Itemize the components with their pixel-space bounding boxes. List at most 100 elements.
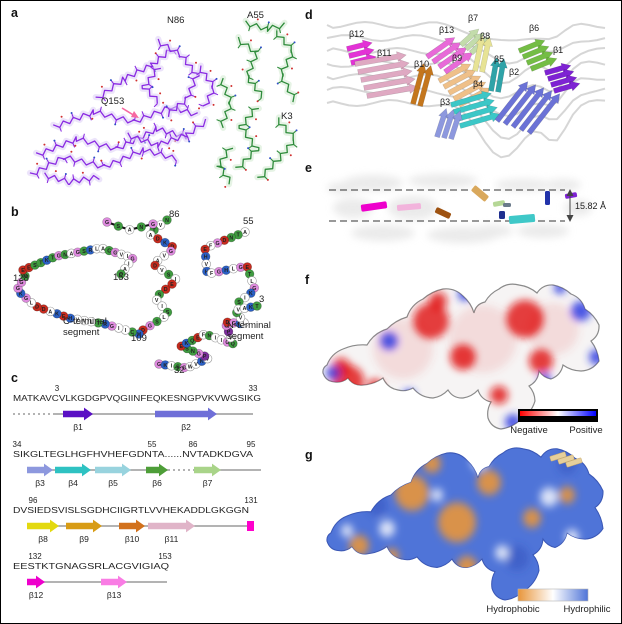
chain-end-cap (247, 521, 254, 531)
strand-arrow-β5 (95, 463, 131, 477)
svg-text:G: G (131, 256, 135, 262)
svg-text:S: S (167, 272, 171, 278)
svg-text:G: G (225, 340, 229, 346)
svg-text:E: E (196, 335, 200, 341)
panel-c-sequence-topology: 3 33MATKAVCVLKGDGPVQGIINFEQKESNGPVKVWGSIK… (13, 384, 261, 600)
svg-text:G: G (232, 321, 236, 327)
svg-text:L: L (162, 315, 166, 321)
svg-text:S: S (117, 224, 121, 230)
hydrophobicity-scalebar (517, 588, 589, 602)
svg-text:E: E (27, 265, 31, 271)
svg-text:H: H (137, 332, 141, 338)
svg-text:S: S (166, 310, 170, 316)
svg-text:A: A (149, 233, 153, 239)
panel-f-electrostatic-surface: Negative Positive (322, 283, 603, 436)
svg-text:I: I (125, 328, 127, 334)
svg-text:L: L (232, 267, 236, 273)
svg-text:F: F (202, 333, 206, 339)
electrostatic-surface-blob (322, 283, 600, 430)
svg-text:P: P (227, 330, 231, 336)
svg-text:A: A (70, 251, 74, 257)
residue-number-3: 3 (259, 294, 264, 305)
svg-text:S: S (237, 300, 241, 306)
seq-number: 96 (29, 496, 38, 505)
svg-text:R: R (103, 322, 107, 328)
svg-text:V: V (239, 316, 243, 322)
svg-text:S: S (158, 292, 162, 298)
svg-text:S: S (155, 319, 159, 325)
svg-text:V: V (159, 223, 163, 229)
ribbon-strand-label-β7: β7 (468, 13, 478, 23)
svg-text:D: D (42, 307, 46, 313)
svg-text:G: G (157, 362, 161, 368)
svg-text:E: E (62, 314, 66, 320)
svg-text:L: L (95, 247, 99, 253)
ribbon-strand-label-β4: β4 (473, 79, 483, 89)
panel-f-label: f (305, 273, 310, 287)
strand-label-β12: β12 (29, 590, 44, 600)
seq-number: 153 (158, 552, 172, 561)
electrostatic-scalebar-gradient (520, 411, 596, 416)
svg-text:T: T (97, 321, 101, 327)
svg-text:A: A (123, 267, 127, 273)
svg-text:F: F (209, 244, 213, 250)
svg-text:N: N (139, 225, 143, 231)
panel-d-label: d (305, 8, 313, 22)
svg-text:S: S (185, 347, 189, 353)
strand-label-β6: β6 (152, 478, 162, 488)
svg-text:H: H (204, 255, 208, 261)
svg-text:V: V (206, 357, 210, 363)
svg-text:P: P (203, 354, 207, 360)
strand-arrow-β6 (146, 463, 168, 477)
panel-a-density-model: N86 A55 Q153 K3 (26, 10, 300, 188)
strand-label-β8: β8 (38, 534, 48, 544)
svg-text:E: E (179, 344, 183, 350)
strand-label-β13: β13 (107, 590, 122, 600)
seq-number: 131 (244, 496, 258, 505)
strand-arrow-β10 (119, 519, 145, 533)
svg-text:G: G (24, 296, 28, 302)
strand-label-β4: β4 (68, 478, 78, 488)
svg-text:K: K (45, 258, 49, 264)
svg-text:G: G (197, 352, 201, 358)
svg-text:V: V (236, 307, 240, 313)
svg-text:A: A (128, 228, 132, 234)
strand-label-β2: β2 (181, 422, 191, 432)
svg-text:E: E (246, 265, 250, 271)
svg-text:G: G (252, 286, 256, 292)
svg-text:G: G (182, 365, 186, 371)
svg-text:R: R (88, 248, 92, 254)
svg-text:K: K (185, 341, 189, 347)
svg-text:N: N (165, 218, 169, 224)
svg-text:E: E (170, 282, 174, 288)
svg-text:C: C (107, 248, 111, 254)
svg-text:G: G (76, 250, 80, 256)
svg-text:D: D (164, 287, 168, 293)
residue-number-86: 86 (169, 209, 180, 220)
svg-text:S: S (33, 263, 37, 269)
strand-label-β1: β1 (73, 422, 83, 432)
seq-number: 3 (55, 384, 60, 393)
svg-text:C: C (130, 330, 134, 336)
segment-label: N-terminal segment (227, 320, 271, 342)
strand-arrow-β3 (27, 463, 53, 477)
svg-text:I: I (161, 304, 163, 310)
svg-text:L: L (243, 321, 247, 327)
svg-text:K: K (200, 359, 204, 365)
svg-text:I: I (118, 326, 120, 332)
ribbon-strand-label-β5: β5 (494, 54, 504, 64)
svg-text:Q: Q (119, 272, 123, 278)
sequence-text: EESTKTGNAGSRLACGVIGIAQ (13, 562, 169, 571)
sequence-text: DVSIEDSVISLSGDHCIIGRTLVVHEKADDLGKGGN (13, 506, 249, 515)
svg-text:D: D (35, 305, 39, 311)
panel-a-label: a (11, 6, 18, 20)
svg-text:G: G (16, 286, 20, 292)
panel-g-hydrophobicity-surface: Hydrophobic Hydrophilic (326, 447, 611, 615)
svg-text:T: T (152, 228, 156, 234)
svg-text:L: L (90, 320, 94, 326)
svg-text:T: T (237, 233, 241, 239)
seq-number: 86 (189, 440, 198, 449)
seq-number: 95 (247, 440, 256, 449)
tan-strand (565, 457, 583, 468)
svg-text:G: G (148, 324, 152, 330)
